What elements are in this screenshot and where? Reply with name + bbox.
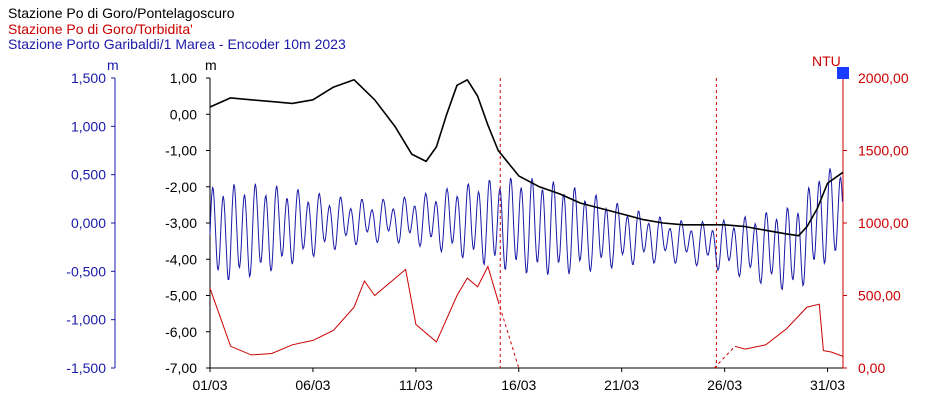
x-tick-label: 01/03 bbox=[192, 377, 227, 393]
black-y-tick-label: -2,00 bbox=[165, 179, 197, 195]
black-y-tick-label: -3,00 bbox=[165, 215, 197, 231]
blue-y-tick-label: -1,500 bbox=[66, 360, 106, 376]
black-y-tick-label: 1,00 bbox=[170, 70, 197, 86]
red-dashed-bridge bbox=[497, 301, 520, 369]
blue-y-tick-label: -1,000 bbox=[66, 312, 106, 328]
blue-y-tick-label: 1,000 bbox=[71, 118, 106, 134]
black-y-tick-label: 0,00 bbox=[170, 106, 197, 122]
x-tick-label: 31/03 bbox=[810, 377, 845, 393]
legend: Stazione Po di Goro/Pontelagoscuro Stazi… bbox=[8, 5, 346, 53]
black-y-tick-label: -7,00 bbox=[165, 360, 197, 376]
blue-y-tick-label: 1,500 bbox=[71, 70, 106, 86]
black-y-tick-label: -4,00 bbox=[165, 251, 197, 267]
black-y-tick-label: -5,00 bbox=[165, 288, 197, 304]
x-tick-label: 11/03 bbox=[399, 377, 433, 393]
red-dashed-bridge bbox=[713, 345, 736, 369]
red-y-tick-label: 1000,00 bbox=[858, 215, 909, 231]
series-line-marea bbox=[209, 168, 843, 291]
x-tick-label: 16/03 bbox=[501, 377, 536, 393]
red-y-tick-label: 0,00 bbox=[858, 360, 885, 376]
legend-entry-torbidita: Stazione Po di Goro/Torbidita' bbox=[8, 20, 193, 37]
red-y-tick-label: 2000,00 bbox=[858, 70, 909, 86]
red-y-tick-label: 1500,00 bbox=[858, 143, 909, 159]
blue-y-tick-label: -0,500 bbox=[66, 263, 106, 279]
x-tick-label: 21/03 bbox=[604, 377, 639, 393]
series-line-torbidita bbox=[209, 265, 499, 356]
series-line-pontelagoscuro bbox=[209, 79, 844, 237]
black-y-tick-label: -1,00 bbox=[165, 143, 197, 159]
series-layer bbox=[209, 78, 844, 369]
blue-axis-unit: m bbox=[107, 57, 119, 73]
black-y-tick-label: -6,00 bbox=[165, 324, 197, 340]
blue-y-tick-label: 0,500 bbox=[71, 167, 106, 183]
label-layer: 01/03 06/03 11/03 16/03 21/03 26/03 31/03 1,500… bbox=[66, 53, 909, 393]
x-tick-label: 26/03 bbox=[707, 377, 742, 393]
x-tick-label: 06/03 bbox=[295, 377, 330, 393]
blue-y-tick-label: 0,000 bbox=[71, 215, 106, 231]
black-axis-unit: m bbox=[205, 57, 217, 73]
series-line-torbidita-late bbox=[734, 303, 844, 357]
legend-entry-marea: Stazione Porto Garibaldi/1 Marea - Encod… bbox=[8, 36, 346, 52]
blue-square-marker bbox=[837, 67, 849, 79]
red-y-tick-label: 500,00 bbox=[858, 288, 901, 304]
red-axis-unit: NTU bbox=[812, 53, 841, 69]
legend-entry-pontelagoscuro: Stazione Po di Goro/Pontelagoscuro bbox=[8, 5, 235, 21]
